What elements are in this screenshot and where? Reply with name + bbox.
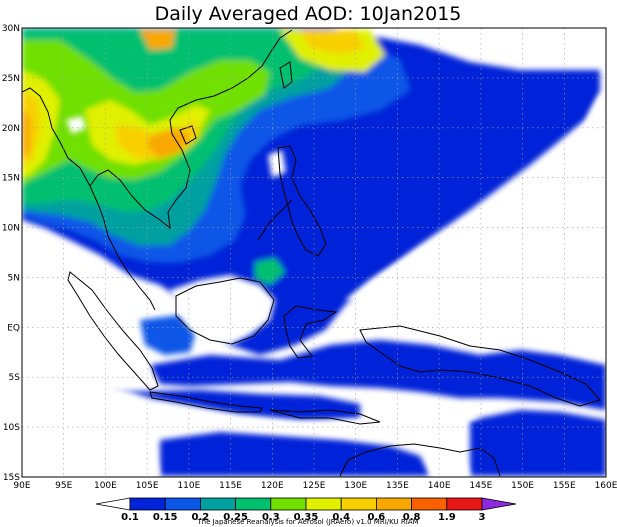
lon-tick-label: 95E xyxy=(55,481,72,491)
aod-region-gold xyxy=(22,30,365,168)
aod-region-green-spot xyxy=(255,258,285,285)
aod-region-low-east2 xyxy=(515,368,606,402)
aod-region-low-east xyxy=(470,410,606,476)
plot-frame xyxy=(21,27,607,478)
latitude-ticks: 30N 25N 20N 15N 10N 5N EQ 5S 10S 15S xyxy=(2,24,20,483)
colorbar-level-label: 1.9 xyxy=(438,512,456,523)
coastline-java xyxy=(149,391,263,413)
coastline-hainan xyxy=(179,125,197,145)
colorbar-swatch xyxy=(375,497,412,511)
colorbar-level-label: 0.2 xyxy=(192,512,210,523)
colorbar-swatch xyxy=(411,497,448,511)
colorbar-swatch-under xyxy=(95,497,131,511)
colorbar-swatch-over xyxy=(481,497,517,511)
lon-tick-label: 110E xyxy=(177,481,200,491)
lon-tick-label: 90E xyxy=(13,481,30,491)
lon-tick-label: 105E xyxy=(136,481,159,491)
clean-air-spot-1 xyxy=(66,116,86,134)
colorbar-level-label: 0.15 xyxy=(153,512,178,523)
colorbar-swatch xyxy=(305,497,342,511)
colorbar-swatch xyxy=(164,497,201,511)
lon-tick-label: 140E xyxy=(428,481,451,491)
lon-tick-label: 135E xyxy=(386,481,409,491)
clean-air-northeast xyxy=(345,92,606,360)
colorbar-swatch xyxy=(340,497,377,511)
lat-tick-label: 5S xyxy=(9,373,21,383)
coastline-new-guinea xyxy=(359,325,601,407)
colorbar-swatch xyxy=(446,497,483,511)
lat-tick-label: 20N xyxy=(2,124,20,134)
colorbar-swatch xyxy=(270,497,307,511)
lon-tick-label: 155E xyxy=(553,481,576,491)
colorbar-swatch xyxy=(129,497,166,511)
lon-tick-label: 150E xyxy=(511,481,534,491)
clean-air-band-1 xyxy=(22,380,480,440)
clean-air-bay xyxy=(170,275,275,345)
aod-region-low-south xyxy=(150,340,606,410)
lat-tick-label: 15N xyxy=(2,174,20,184)
lat-tick-label: 5N xyxy=(8,273,20,283)
colorbar-labels: 0.1 0.15 0.2 0.25 0.3 0.35 0.4 0.6 0.8 1.9 3 xyxy=(121,512,485,523)
colorbar-swatch xyxy=(235,497,272,511)
lon-tick-label: 145E xyxy=(469,481,492,491)
coastline-lesser-sunda xyxy=(269,409,381,425)
credit-line: The Japanese Reanalysis for Aerosol (JRA… xyxy=(196,518,418,526)
longitude-ticks: 90E 95E 100E 105E 110E 115E 120E 125E 130E 135E 14… xyxy=(13,481,617,491)
lon-tick-label: 115E xyxy=(219,481,242,491)
coastline-taiwan xyxy=(279,61,293,89)
lon-tick-label: 100E xyxy=(94,481,117,491)
colorbar-level-label: 0.25 xyxy=(223,512,248,523)
aod-region-low-band-south xyxy=(160,432,430,476)
lon-tick-label: 130E xyxy=(344,481,367,491)
plot-area xyxy=(22,28,606,477)
coastline-sumatra xyxy=(67,271,159,391)
colorbar-level-label: 0.35 xyxy=(294,512,319,523)
coastline-philippines xyxy=(257,145,327,257)
clean-air-spot-2 xyxy=(268,150,286,178)
lon-tick-label: 125E xyxy=(303,481,326,491)
colorbar-level-label: 0.8 xyxy=(403,512,421,523)
colorbar-level-label: 3 xyxy=(479,512,486,523)
aod-region-orange xyxy=(22,30,190,158)
lat-tick-label: 10S xyxy=(3,423,20,433)
lon-tick-label: 120E xyxy=(261,481,284,491)
coastlines xyxy=(22,29,601,477)
aod-region-yellowgreen xyxy=(22,40,270,185)
aod-region-low-band xyxy=(112,390,360,424)
coastline-australia xyxy=(339,443,501,477)
aod-contours xyxy=(22,28,606,476)
coastline-sulawesi xyxy=(283,305,338,359)
colorbar-level-label: 0.3 xyxy=(262,512,280,523)
colorbar-swatch xyxy=(199,497,236,511)
lat-tick-label: EQ xyxy=(7,323,20,333)
lon-tick-label: 160E xyxy=(595,481,617,491)
coastline-borneo xyxy=(175,277,275,345)
aod-region-yellow xyxy=(22,30,385,178)
lat-tick-label: 10N xyxy=(2,224,20,234)
colorbar-level-label: 0.4 xyxy=(332,512,350,523)
lat-tick-label: 30N xyxy=(2,24,20,34)
map-title: Daily Averaged AOD: 10Jan2015 xyxy=(155,3,462,25)
colorbar-level-label: 0.6 xyxy=(368,512,386,523)
colorbar-level-label: 0.1 xyxy=(121,512,139,523)
aod-region-mid-blue-2 xyxy=(140,315,195,355)
lat-tick-label: 25N xyxy=(2,74,20,84)
lat-tick-label: 15S xyxy=(3,473,20,483)
colorbar xyxy=(95,497,517,511)
clean-air-band-2 xyxy=(22,432,470,476)
